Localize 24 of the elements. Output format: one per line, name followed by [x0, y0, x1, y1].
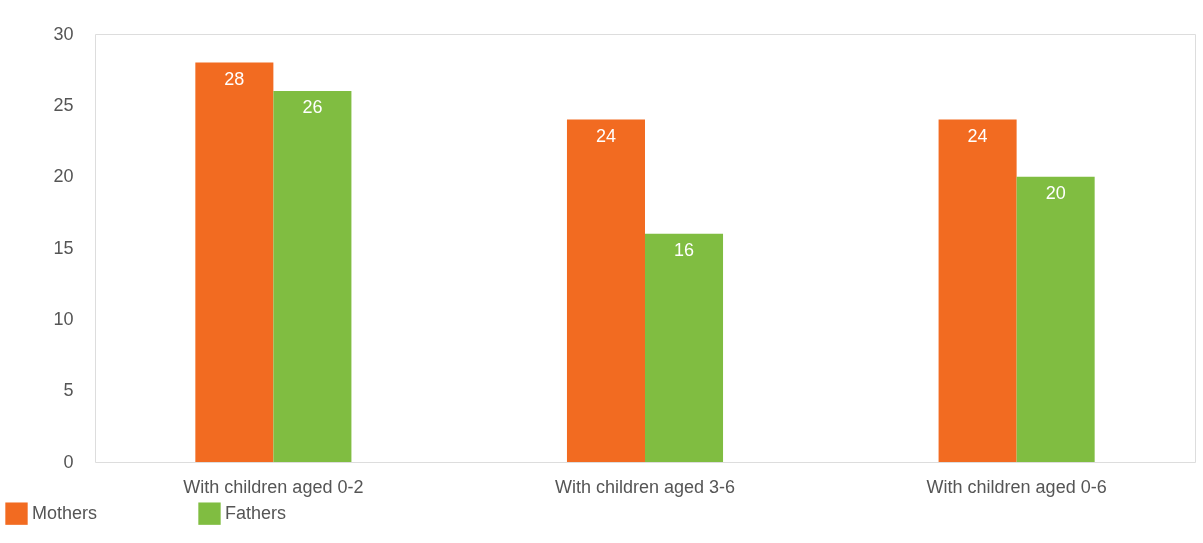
y-tick-label: 10 [53, 308, 74, 329]
y-tick-label: 20 [53, 166, 74, 187]
y-tick-label: 25 [53, 94, 74, 115]
data-label: 20 [1045, 182, 1066, 203]
bar [195, 62, 274, 462]
x-tick-label: With children aged 3-6 [554, 476, 736, 497]
data-label: 26 [302, 97, 323, 118]
legend-label: Fathers [225, 502, 287, 523]
y-tick-label: 30 [53, 23, 74, 44]
legend-label: Mothers [32, 502, 98, 523]
data-label: 28 [224, 68, 245, 89]
y-tick-label: 0 [63, 451, 74, 472]
y-tick-label: 5 [63, 380, 74, 401]
bar [566, 119, 645, 462]
bar [938, 119, 1017, 462]
x-tick-label: With children aged 0-6 [926, 476, 1107, 497]
data-label: 24 [595, 125, 616, 146]
data-label: 16 [674, 239, 695, 260]
bar [273, 91, 352, 462]
bar [1016, 176, 1095, 462]
data-label: 24 [967, 125, 988, 146]
x-tick-label: With children aged 0-2 [183, 476, 364, 497]
y-tick-label: 15 [53, 237, 74, 258]
bar [645, 233, 724, 462]
